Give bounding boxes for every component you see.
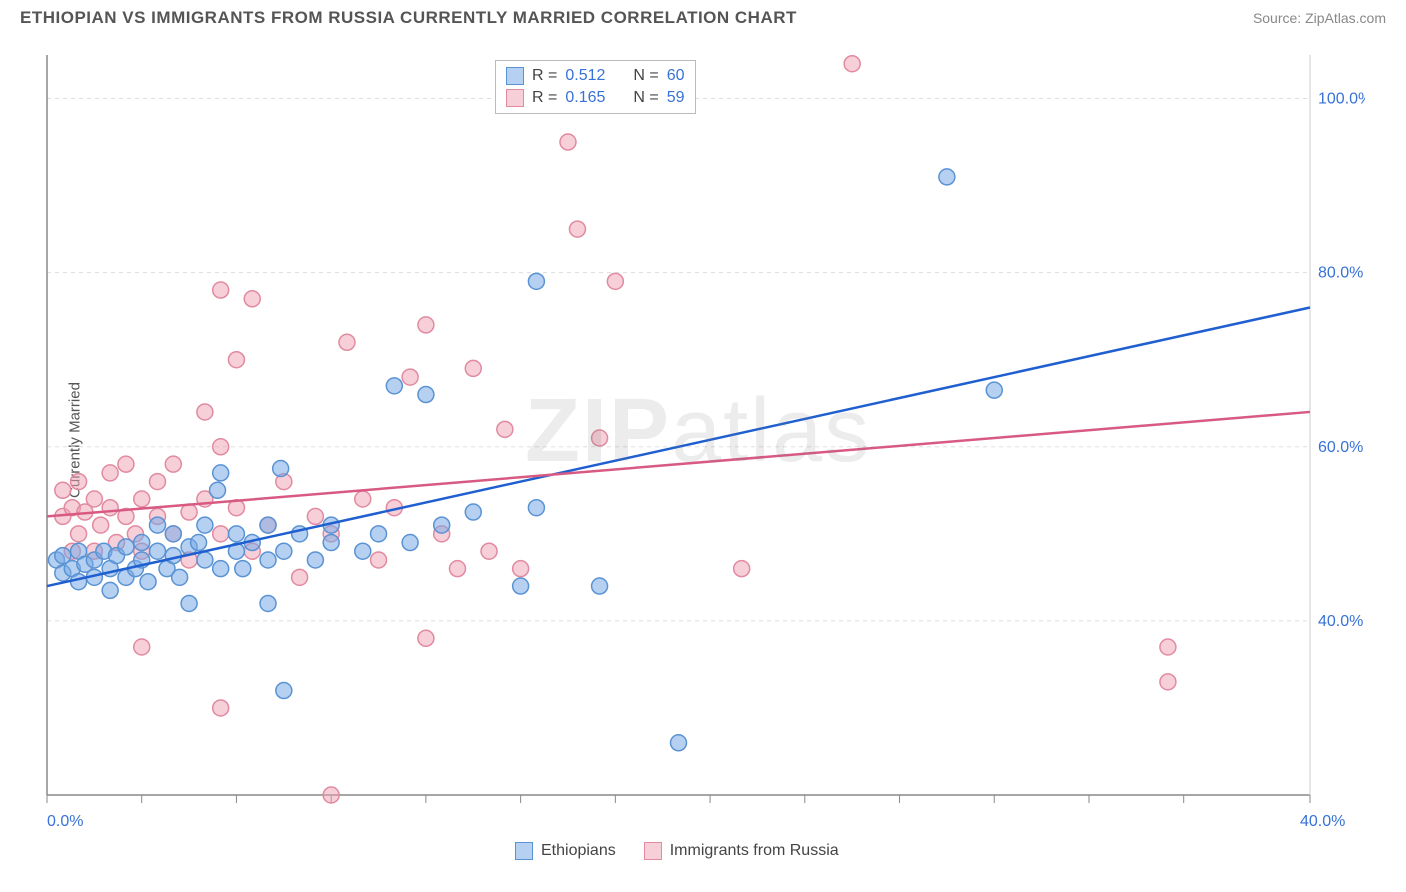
chart-container: Currently Married 40.0%60.0%80.0%100.0% … — [45, 50, 1365, 830]
series-legend-item: Ethiopians — [515, 842, 616, 860]
svg-text:100.0%: 100.0% — [1318, 91, 1365, 108]
correlation-legend: R = 0.512 N = 60 R = 0.165 N = 59 — [495, 60, 696, 114]
legend-n-label: N = — [633, 67, 658, 85]
legend-n-label: N = — [633, 89, 658, 107]
legend-r-label: R = — [532, 67, 557, 85]
svg-text:60.0%: 60.0% — [1318, 439, 1363, 456]
x-axis-max-label: 40.0% — [1300, 813, 1345, 831]
svg-text:40.0%: 40.0% — [1318, 613, 1363, 630]
series-legend: Ethiopians Immigrants from Russia — [515, 842, 839, 860]
svg-text:80.0%: 80.0% — [1318, 265, 1363, 282]
legend-row: R = 0.512 N = 60 — [506, 65, 685, 87]
legend-n-value: 60 — [667, 67, 685, 85]
x-axis-min-label: 0.0% — [47, 813, 83, 831]
series-legend-item: Immigrants from Russia — [644, 842, 839, 860]
chart-title: ETHIOPIAN VS IMMIGRANTS FROM RUSSIA CURR… — [20, 8, 797, 28]
series-name: Immigrants from Russia — [670, 842, 839, 860]
legend-n-value: 59 — [667, 89, 685, 107]
legend-row: R = 0.165 N = 59 — [506, 87, 685, 109]
series-name: Ethiopians — [541, 842, 616, 860]
legend-r-value: 0.165 — [565, 89, 605, 107]
legend-swatch — [506, 67, 524, 85]
legend-r-value: 0.512 — [565, 67, 605, 85]
scatter-plot: 40.0% 60.0% 80.0% 100.0% — [45, 50, 1365, 830]
legend-swatch — [644, 842, 662, 860]
legend-swatch — [515, 842, 533, 860]
legend-r-label: R = — [532, 89, 557, 107]
legend-swatch — [506, 89, 524, 107]
source-label: Source: ZipAtlas.com — [1253, 10, 1386, 26]
